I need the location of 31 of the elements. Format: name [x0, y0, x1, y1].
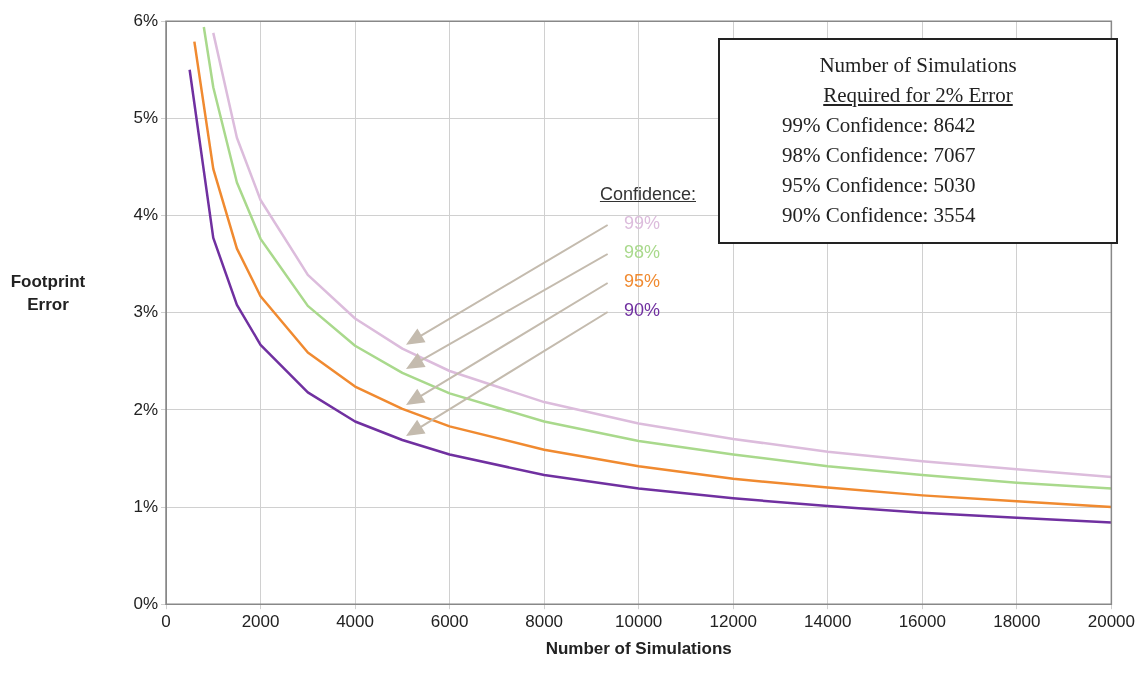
legend-title: Confidence: [598, 184, 696, 205]
y-tick-label: 6% [133, 10, 158, 30]
annotation: 99% Confidence: 8642 [781, 112, 977, 139]
y-axis-title: Footprint Error [9, 271, 87, 316]
x-tick-label: 20000 [1087, 612, 1135, 632]
x-tick-label: 10000 [615, 612, 663, 632]
x-tick-label: 8000 [525, 612, 564, 632]
x-tick-label: 14000 [804, 612, 852, 632]
annotation: 90% Confidence: 3554 [781, 202, 977, 229]
y-tick-label: 5% [133, 108, 158, 128]
y-tick-label: 3% [133, 302, 158, 322]
x-tick-label: 0 [161, 612, 171, 632]
annotation: Number of Simulations [818, 52, 1018, 79]
x-tick-label: 16000 [898, 612, 946, 632]
x-tick-label: 6000 [430, 612, 469, 632]
annotation: 98% Confidence: 7067 [781, 142, 977, 169]
text: 99% [622, 213, 660, 234]
x-tick-label: 18000 [993, 612, 1041, 632]
y-tick-label: 1% [133, 496, 158, 516]
x-tick-label: 4000 [336, 612, 374, 632]
text: 98% [622, 242, 660, 263]
y-tick-label: 0% [133, 593, 158, 613]
x-tick-label: 12000 [709, 612, 757, 632]
y-tick-label: 4% [133, 205, 158, 225]
text: 95% [622, 271, 660, 292]
annotation: Required for 2% Error [822, 82, 1014, 109]
annotation: 95% Confidence: 5030 [781, 172, 977, 199]
x-axis-title: Number of Simulations [545, 639, 732, 659]
x-tick-label: 2000 [241, 612, 280, 632]
y-tick-label: 2% [133, 399, 158, 419]
text: 90% [622, 300, 660, 321]
